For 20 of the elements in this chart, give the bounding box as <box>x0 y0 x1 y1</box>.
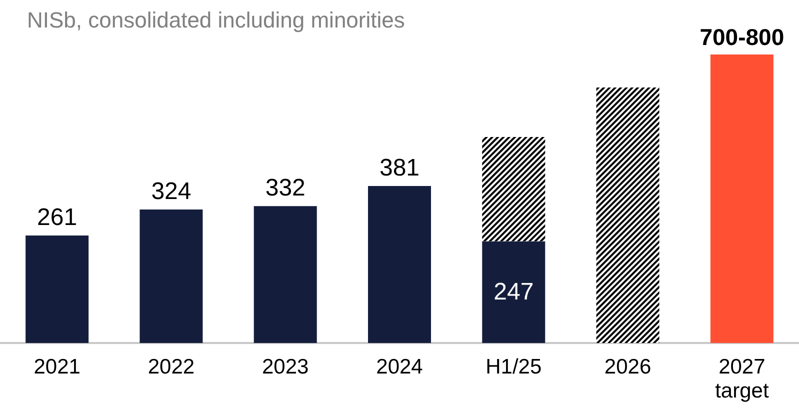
x-tick-label: 2027 target <box>715 356 769 402</box>
data-label: 332 <box>265 174 306 202</box>
x-tick-label: 2026 <box>604 356 652 378</box>
x-tick-label: 2024 <box>376 356 424 378</box>
data-label: 247 <box>494 278 534 306</box>
bar <box>140 209 203 343</box>
bar <box>710 54 774 343</box>
x-tick-label: 2023 <box>262 356 309 378</box>
bar <box>368 186 431 343</box>
data-label: 324 <box>151 178 192 205</box>
bar <box>254 206 317 343</box>
x-tick-label: 2021 <box>34 356 80 378</box>
data-label: 700-800 <box>700 24 784 50</box>
data-label: 381 <box>379 154 420 182</box>
data-label: 261 <box>37 204 78 231</box>
chart-title: NISb, consolidated including minorities <box>27 8 405 32</box>
x-tick-label: H1/25 <box>486 356 542 378</box>
bar <box>482 241 546 343</box>
bar <box>26 235 89 343</box>
x-tick-label: 2022 <box>148 356 195 378</box>
